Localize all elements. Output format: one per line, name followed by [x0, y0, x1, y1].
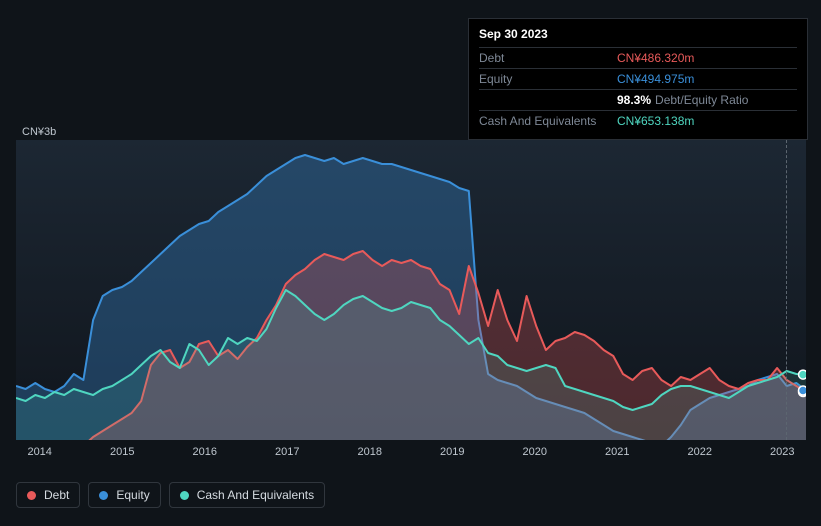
tooltip-ratio: 98.3% Debt/Equity Ratio — [617, 93, 748, 107]
tooltip-value: CN¥494.975m — [617, 72, 694, 86]
chart-plot[interactable] — [16, 140, 806, 440]
x-axis-tick: 2019 — [440, 446, 464, 458]
legend-label: Cash And Equivalents — [197, 488, 314, 502]
x-axis-tick: 2015 — [110, 446, 134, 458]
legend-dot-icon — [27, 491, 36, 500]
tooltip-value: CN¥486.320m — [617, 51, 694, 65]
tooltip-row-cash: Cash And Equivalents CN¥653.138m — [479, 110, 797, 131]
ratio-label: Debt/Equity Ratio — [655, 93, 748, 107]
x-axis-tick: 2021 — [605, 446, 629, 458]
ratio-pct: 98.3% — [617, 93, 651, 107]
legend-label: Debt — [44, 488, 69, 502]
x-axis-tick: 2020 — [523, 446, 547, 458]
legend-dot-icon — [99, 491, 108, 500]
chart-legend: Debt Equity Cash And Equivalents — [16, 482, 325, 508]
x-axis-tick: 2017 — [275, 446, 299, 458]
x-axis-tick: 2018 — [357, 446, 381, 458]
y-axis-label-top: CN¥3b — [22, 126, 56, 138]
tooltip-label: Cash And Equivalents — [479, 114, 609, 128]
x-axis-tick: 2022 — [688, 446, 712, 458]
x-axis-tick: 2023 — [770, 446, 794, 458]
tooltip-row-ratio: 98.3% Debt/Equity Ratio — [479, 89, 797, 110]
x-axis: 2014 2015 2016 2017 2018 2019 2020 2021 2022 2023 — [16, 446, 806, 466]
tooltip-label: Equity — [479, 72, 609, 86]
x-axis-tick: 2014 — [27, 446, 51, 458]
tooltip-date: Sep 30 2023 — [479, 27, 797, 47]
legend-item-debt[interactable]: Debt — [16, 482, 80, 508]
legend-item-equity[interactable]: Equity — [88, 482, 160, 508]
legend-item-cash[interactable]: Cash And Equivalents — [169, 482, 325, 508]
tooltip-row-equity: Equity CN¥494.975m — [479, 68, 797, 89]
tooltip-label: Debt — [479, 51, 609, 65]
tooltip-value: CN¥653.138m — [617, 114, 694, 128]
x-axis-tick: 2016 — [192, 446, 216, 458]
legend-label: Equity — [116, 488, 149, 502]
tooltip-row-debt: Debt CN¥486.320m — [479, 47, 797, 68]
tooltip-label — [479, 93, 609, 107]
legend-dot-icon — [180, 491, 189, 500]
chart-marker-line — [786, 140, 787, 440]
financial-chart-container: Sep 30 2023 Debt CN¥486.320m Equity CN¥4… — [0, 0, 821, 526]
chart-tooltip: Sep 30 2023 Debt CN¥486.320m Equity CN¥4… — [468, 18, 808, 140]
